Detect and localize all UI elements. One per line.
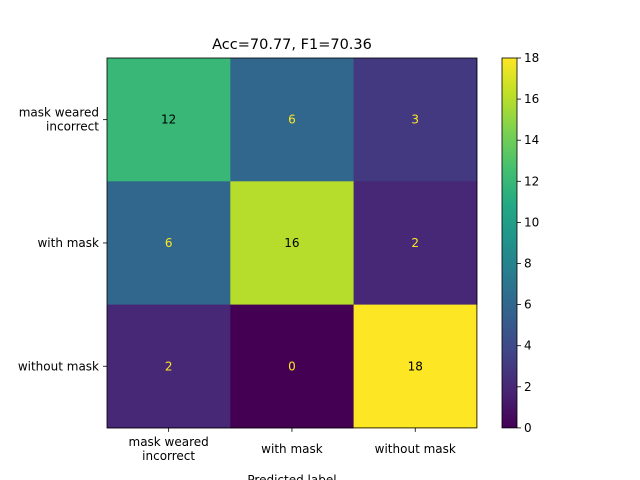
colorbar-tick-label: 8 bbox=[524, 257, 532, 271]
x-axis-label: Predicted label bbox=[247, 473, 336, 480]
cell bbox=[107, 304, 231, 429]
colorbar-tick-label: 10 bbox=[524, 215, 539, 229]
y-tick-label: mask weared incorrect bbox=[19, 106, 100, 134]
colorbar-tick-label: 16 bbox=[524, 92, 539, 106]
colorbar-tick-label: 18 bbox=[524, 51, 539, 65]
cell-label: 2 bbox=[165, 359, 173, 373]
colorbar bbox=[501, 57, 518, 429]
cell bbox=[107, 181, 231, 306]
colorbar-tick-label: 0 bbox=[524, 421, 532, 435]
colorbar-tick-label: 6 bbox=[524, 298, 532, 312]
cell-label: 16 bbox=[284, 236, 299, 250]
cell-label: 2 bbox=[411, 236, 419, 250]
y-tick-label: with mask bbox=[37, 236, 99, 250]
cell bbox=[353, 181, 478, 306]
y-tick-label: without mask bbox=[18, 359, 99, 373]
cell-label: 6 bbox=[165, 236, 173, 250]
cell-label: 3 bbox=[411, 113, 419, 127]
cell bbox=[107, 58, 231, 182]
colorbar-tick-label: 12 bbox=[524, 174, 539, 188]
cell bbox=[353, 58, 478, 182]
cell bbox=[353, 304, 478, 429]
cell-label: 0 bbox=[288, 359, 296, 373]
colorbar-tick-label: 4 bbox=[524, 339, 532, 353]
x-tick-label: with mask bbox=[261, 442, 323, 456]
cell bbox=[230, 181, 355, 306]
cell bbox=[230, 58, 355, 182]
colorbar-tick-label: 14 bbox=[524, 133, 539, 147]
chart-title: Acc=70.77, F1=70.36 bbox=[212, 37, 372, 53]
cell-label: 12 bbox=[161, 113, 176, 127]
cell bbox=[230, 304, 355, 429]
cell-label: 6 bbox=[288, 113, 296, 127]
x-tick-label: without mask bbox=[375, 442, 456, 456]
cell-label: 18 bbox=[408, 359, 423, 373]
colorbar-tick-label: 2 bbox=[524, 380, 532, 394]
x-tick-label: mask weared incorrect bbox=[129, 435, 209, 463]
